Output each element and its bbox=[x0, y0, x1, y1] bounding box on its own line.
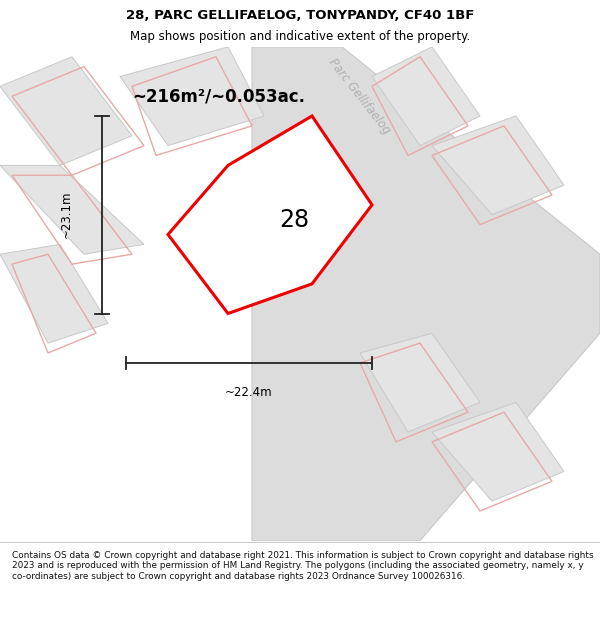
Polygon shape bbox=[0, 244, 108, 343]
Text: ~22.4m: ~22.4m bbox=[225, 386, 273, 399]
Text: Contains OS data © Crown copyright and database right 2021. This information is : Contains OS data © Crown copyright and d… bbox=[12, 551, 593, 581]
Polygon shape bbox=[432, 116, 564, 215]
Text: Parc Gellifaelog: Parc Gellifaelog bbox=[326, 56, 394, 137]
Polygon shape bbox=[120, 47, 264, 146]
Text: ~23.1m: ~23.1m bbox=[59, 191, 73, 239]
Polygon shape bbox=[360, 333, 480, 432]
Text: 28: 28 bbox=[279, 208, 309, 232]
Polygon shape bbox=[432, 402, 564, 501]
Text: ~216m²/~0.053ac.: ~216m²/~0.053ac. bbox=[132, 88, 305, 105]
Polygon shape bbox=[0, 57, 132, 166]
Polygon shape bbox=[168, 116, 372, 314]
Polygon shape bbox=[372, 47, 480, 146]
Polygon shape bbox=[252, 47, 600, 541]
Text: 28, PARC GELLIFAELOG, TONYPANDY, CF40 1BF: 28, PARC GELLIFAELOG, TONYPANDY, CF40 1B… bbox=[126, 9, 474, 22]
Polygon shape bbox=[0, 166, 144, 254]
Text: Map shows position and indicative extent of the property.: Map shows position and indicative extent… bbox=[130, 31, 470, 44]
